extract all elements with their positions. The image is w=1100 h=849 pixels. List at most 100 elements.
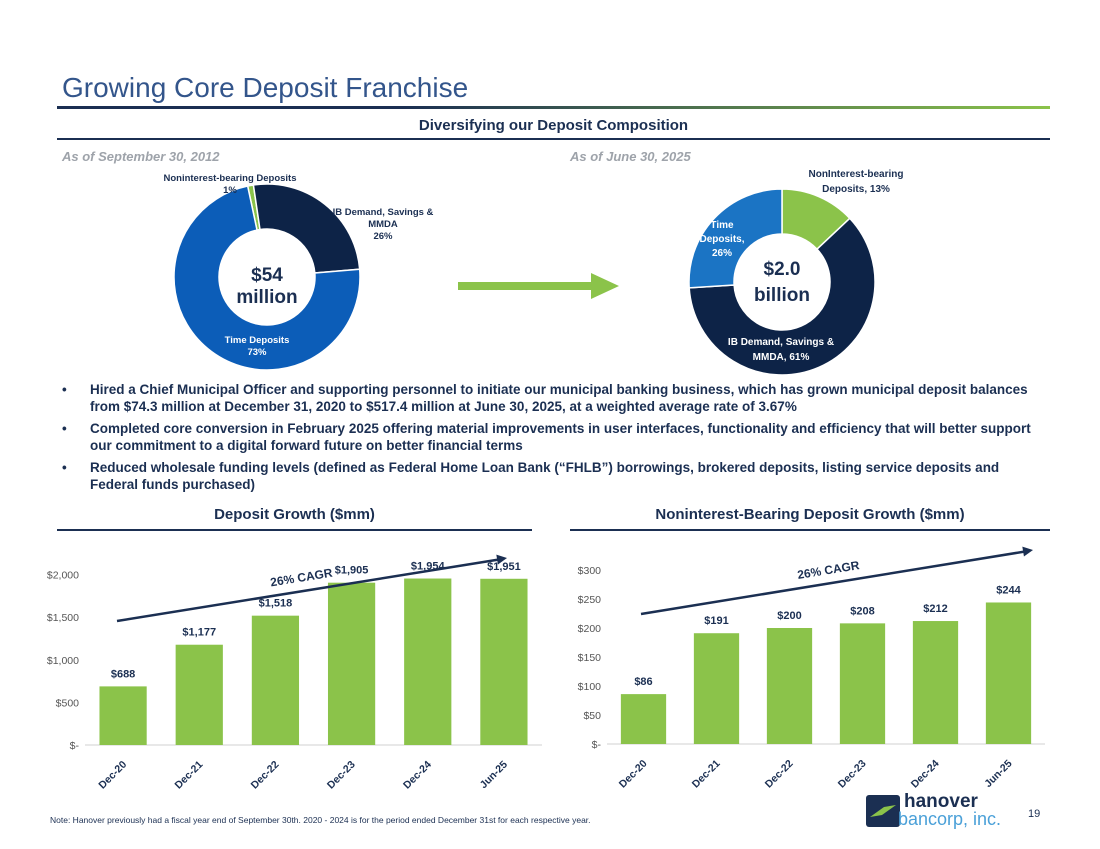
bar: [766, 628, 813, 744]
bullet-text: Completed core conversion in February 20…: [90, 421, 1031, 453]
y-tick-label: $1,000: [47, 655, 79, 667]
donut-right-center-value: $2.0: [764, 259, 801, 280]
composition-heading-rule: [57, 138, 1050, 140]
bar-data-label: $191: [704, 615, 728, 627]
donut-left-label-time: Time Deposits: [225, 335, 290, 346]
composition-heading: Diversifying our Deposit Composition: [418, 117, 689, 134]
bar: [839, 623, 886, 744]
bar: [99, 686, 147, 745]
bar: [693, 633, 740, 744]
bullet-text: Reduced wholesale funding levels (define…: [90, 460, 1000, 492]
donut-left-label-ib-2: MMDA: [368, 219, 398, 230]
y-tick-label: $50: [583, 710, 601, 722]
donut-right-label-nonint-pct: Deposits, 13%: [822, 184, 890, 195]
bullet-list: • Hired a Chief Municipal Officer and sup…: [62, 381, 1042, 498]
y-tick-label: $500: [56, 697, 80, 709]
logo-mark-icon: [866, 795, 900, 827]
cagr-annotation: 26% CAGR: [796, 558, 860, 582]
nib-growth-title: Noninterest-Bearing Deposit Growth ($mm): [655, 506, 965, 523]
y-tick-label: $300: [578, 565, 602, 577]
bar-data-label: $688: [111, 668, 135, 680]
bullet-item: • Completed core conversion in February 2…: [62, 420, 1042, 454]
y-tick-label: $200: [578, 623, 602, 635]
bar-data-label: $86: [634, 676, 652, 688]
donut-left-slices: [173, 183, 361, 371]
cagr-arrow-head: [496, 554, 507, 565]
y-tick-label: $-: [592, 739, 602, 751]
donut-right-label-ib: IB Demand, Savings &: [728, 337, 834, 348]
x-tick-label: Jun-25: [982, 758, 1015, 791]
bullet-item: • Reduced wholesale funding levels (defin…: [62, 459, 1042, 493]
title-divider: [57, 106, 1050, 109]
footnote: Note: Hanover previously had a fiscal ye…: [50, 815, 591, 825]
y-tick-label: $-: [70, 740, 80, 752]
bar: [251, 615, 300, 745]
y-tick-label: $250: [578, 594, 602, 606]
donut-chart-2025: $2.0 billion NonInterest-bearing Deposit…: [688, 169, 904, 375]
x-tick-label: Dec-23: [836, 758, 869, 791]
x-tick-label: Dec-23: [325, 759, 358, 792]
donut-left-label-nonint-pct: 1%: [223, 185, 237, 196]
donut-right-label-nonint: NonInterest-bearing: [808, 169, 903, 180]
bar-data-label: $1,177: [182, 627, 216, 639]
cagr-arrow-head: [1022, 546, 1033, 557]
bar-data-label: $208: [850, 605, 874, 617]
left-as-of-date: As of September 30, 2012: [62, 149, 220, 164]
x-tick-label: Dec-24: [909, 758, 942, 791]
donut-left-slice-1: [252, 183, 361, 274]
nib-growth-rule: [570, 529, 1050, 531]
nib-growth-plot: $- $50 $100 $150 $200 $250 $300 $86 Dec-20 $191 De…: [578, 546, 1045, 791]
x-tick-label: Dec-21: [173, 759, 206, 792]
donut-right-label-time: Time: [710, 220, 734, 231]
bar: [985, 602, 1032, 744]
x-tick-label: Dec-20: [617, 758, 650, 791]
donut-chart-2012: $54 million Noninterest-bearing Deposits…: [163, 173, 434, 371]
bar: [912, 621, 959, 744]
x-tick-label: Dec-24: [401, 759, 434, 792]
deposit-growth-title: Deposit Growth ($mm): [214, 506, 375, 523]
arrow-shaft: [458, 282, 593, 290]
page-number: 19: [1028, 808, 1041, 820]
arrow-head: [591, 273, 619, 299]
donut-left-label-ib-pct: 26%: [373, 231, 393, 242]
bar-data-label: $1,518: [259, 598, 293, 610]
y-tick-label: $1,500: [47, 612, 79, 624]
x-tick-label: Dec-20: [96, 759, 129, 792]
x-tick-label: Dec-21: [690, 758, 723, 791]
transition-arrow: [458, 273, 619, 299]
x-tick-label: Dec-22: [249, 759, 282, 792]
cagr-annotation: 26% CAGR: [269, 566, 333, 590]
right-as-of-date: As of June 30, 2025: [570, 149, 691, 164]
logo-wordmark-line2: bancorp, inc.: [898, 809, 1002, 829]
bar-data-label: $244: [996, 584, 1021, 596]
donut-right-label-time-pct: 26%: [712, 248, 732, 259]
bar-data-label: $1,951: [487, 561, 521, 573]
donut-right-slice-1: [688, 217, 876, 375]
donut-right-center-unit: billion: [754, 285, 810, 306]
donut-right-label-ib-pct: MMDA, 61%: [753, 352, 810, 363]
bullet-item: • Hired a Chief Municipal Officer and sup…: [62, 381, 1042, 415]
donut-left-center-unit: million: [236, 287, 297, 308]
logo-wordmark-line1: hanover: [904, 791, 978, 812]
donut-right-label-time-2: Deposits,: [699, 234, 744, 245]
bar-data-label: $212: [923, 603, 947, 615]
y-tick-label: $2,000: [47, 570, 79, 582]
bullet-marker: •: [62, 460, 67, 475]
donut-left-label-nonint: Noninterest-bearing Deposits: [163, 173, 296, 184]
bullet-text: Hired a Chief Municipal Officer and supp…: [90, 382, 1028, 414]
bar: [175, 644, 223, 745]
donut-left-label-time-pct: 73%: [247, 347, 267, 358]
donut-right-slice-2: [688, 188, 783, 289]
bar-data-label: $200: [777, 610, 801, 622]
y-tick-label: $150: [578, 652, 602, 664]
deposit-growth-plot: $- $500 $1,000 $1,500 $2,000 $688 Dec-20 $1,177…: [47, 554, 542, 792]
bullet-marker: •: [62, 421, 67, 436]
page-title: Growing Core Deposit Franchise: [62, 72, 469, 103]
bullet-marker: •: [62, 382, 67, 397]
donut-right-slices: [688, 188, 876, 375]
x-tick-label: Dec-22: [763, 758, 796, 791]
cagr-arrow-line: [640, 550, 1026, 616]
bar: [480, 578, 528, 745]
donut-left-label-ib: IB Demand, Savings &: [333, 207, 434, 218]
donut-left-slice-2: [173, 185, 361, 371]
